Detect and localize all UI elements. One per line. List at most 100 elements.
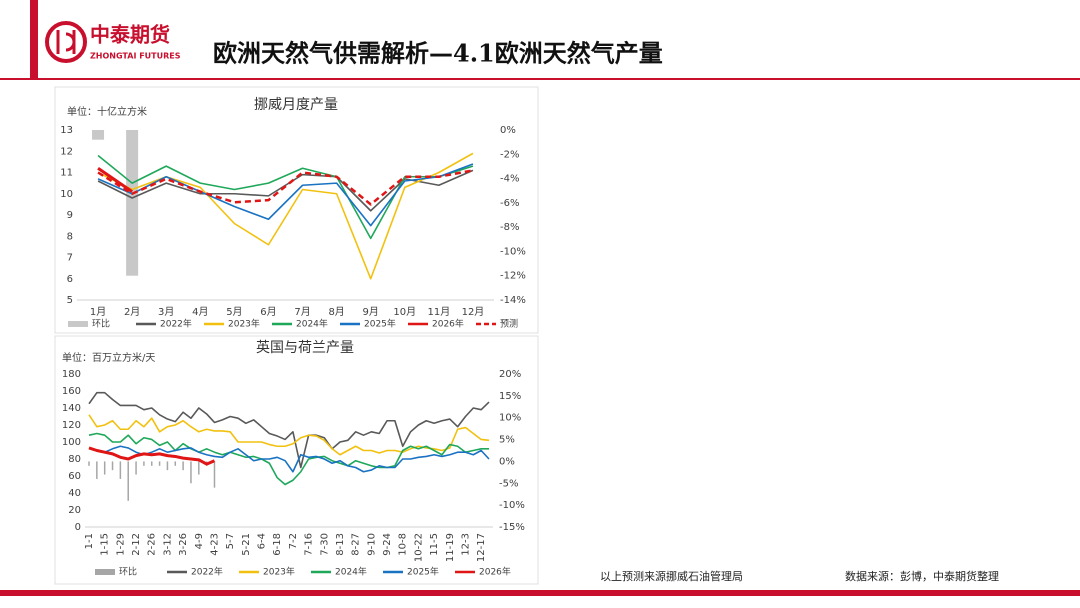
x-tick-label: 11-5 (429, 533, 440, 556)
x-tick-label: 9-24 (382, 533, 393, 556)
x-tick-label: 10-8 (398, 533, 409, 556)
chart-frame (54, 335, 539, 585)
bar (127, 461, 129, 501)
legend-label: 2025年 (407, 566, 439, 578)
x-tick-label: 1-1 (84, 533, 95, 549)
footer-bar (0, 590, 1080, 596)
x-tick-label: 6月 (260, 306, 276, 318)
bar (150, 461, 153, 466)
y2-tick-label: -14% (500, 295, 526, 306)
y2-tick-label: -6% (500, 198, 519, 209)
line-series (88, 391, 490, 469)
unit-label: 单位：十亿立方米 (67, 105, 147, 118)
x-tick-label: 2月 (124, 306, 140, 318)
y-tick-label: 160 (62, 386, 81, 397)
bar (213, 461, 216, 488)
x-tick-label: 1-15 (100, 533, 111, 556)
y2-tick-label: -8% (500, 222, 519, 233)
line-series (97, 167, 133, 193)
x-tick-label: 7-30 (319, 533, 330, 556)
x-tick-label: 10月 (393, 306, 416, 318)
line-series (97, 163, 474, 227)
x-tick-label: 4-9 (194, 533, 205, 549)
x-tick-label: 7-16 (304, 533, 315, 556)
line-series (97, 154, 474, 240)
x-tick-label: 7月 (294, 306, 310, 318)
x-tick-label: 6-18 (272, 533, 283, 556)
x-tick-label: 8月 (328, 306, 344, 318)
y2-tick-label: -4% (500, 174, 519, 185)
x-tick-label: 1-29 (115, 533, 126, 556)
x-tick-label: 6-4 (257, 533, 268, 549)
bar (198, 461, 200, 475)
y2-tick-label: 15% (499, 391, 521, 402)
x-tick-label: 8-13 (335, 533, 346, 556)
y-tick-label: 40 (68, 488, 81, 499)
y-tick-label: 100 (62, 437, 81, 448)
y-tick-label: 5 (67, 295, 73, 306)
bar (96, 461, 98, 479)
legend-label: 预测 (500, 319, 518, 330)
y2-tick-label: -5% (499, 478, 518, 489)
source: 数据来源：彭博，中泰期货整理 (845, 569, 999, 583)
y-tick-label: 20 (68, 505, 81, 516)
x-tick-label: 10-22 (413, 533, 424, 562)
bar (158, 461, 161, 466)
logo-sub: ZHONGTAI FUTURES (90, 52, 181, 61)
x-tick-label: 5-21 (241, 533, 252, 556)
y-tick-label: 13 (60, 125, 73, 136)
y-tick-label: 7 (67, 253, 73, 264)
x-tick-label: 9月 (363, 306, 379, 318)
legend-label: 2024年 (296, 318, 328, 330)
logo-mark (56, 30, 76, 54)
y-tick-label: 80 (68, 454, 81, 465)
y2-tick-label: -2% (500, 149, 519, 160)
x-tick-label: 3-26 (178, 533, 189, 556)
y-tick-label: 10 (60, 189, 73, 200)
y2-tick-label: -12% (500, 271, 526, 282)
bar (126, 130, 139, 276)
line-series (88, 446, 216, 466)
chart-frame (54, 86, 539, 334)
y-tick-label: 9 (67, 210, 73, 221)
bar (119, 461, 122, 479)
x-tick-label: 12-3 (460, 533, 471, 556)
y2-tick-label: 5% (499, 435, 515, 446)
y2-tick-label: -15% (499, 522, 525, 533)
bar (92, 130, 105, 140)
bar (182, 461, 184, 471)
y-tick-label: 11 (60, 168, 73, 179)
x-tick-label: 8-27 (351, 533, 362, 556)
bar (135, 461, 137, 475)
x-tick-label: 5月 (226, 306, 242, 318)
y-tick-label: 180 (62, 369, 81, 380)
y-tick-label: 140 (62, 403, 81, 414)
x-tick-label: 1月 (90, 306, 106, 318)
line-series (97, 169, 474, 206)
header-bar (30, 0, 38, 78)
y2-tick-label: 0% (500, 125, 516, 136)
page-title: 欧洲天然气供需解析—4.1欧洲天然气产量 (213, 39, 663, 68)
bar (166, 461, 169, 471)
y-tick-label: 6 (67, 274, 73, 285)
x-tick-label: 2-26 (147, 533, 158, 556)
y-tick-label: 12 (60, 146, 73, 157)
legend-label: 2025年 (364, 318, 396, 330)
y-tick-label: 0 (75, 522, 81, 533)
legend-label: 2026年 (432, 318, 464, 330)
bar (88, 461, 90, 466)
y-tick-label: 60 (68, 471, 81, 482)
legend-label: 环比 (92, 318, 110, 330)
y2-tick-label: 20% (499, 369, 521, 380)
x-tick-label: 4-23 (209, 533, 220, 556)
line-series (88, 445, 490, 473)
logo-text: 中泰期货 (90, 23, 170, 47)
legend-swatch (95, 569, 115, 575)
y2-tick-label: -10% (500, 246, 526, 257)
legend-label: 2024年 (335, 566, 367, 578)
x-tick-label: 2-12 (131, 533, 142, 556)
y2-tick-label: -10% (499, 500, 525, 511)
x-tick-label: 4月 (192, 306, 208, 318)
legend-label: 环比 (119, 566, 137, 578)
